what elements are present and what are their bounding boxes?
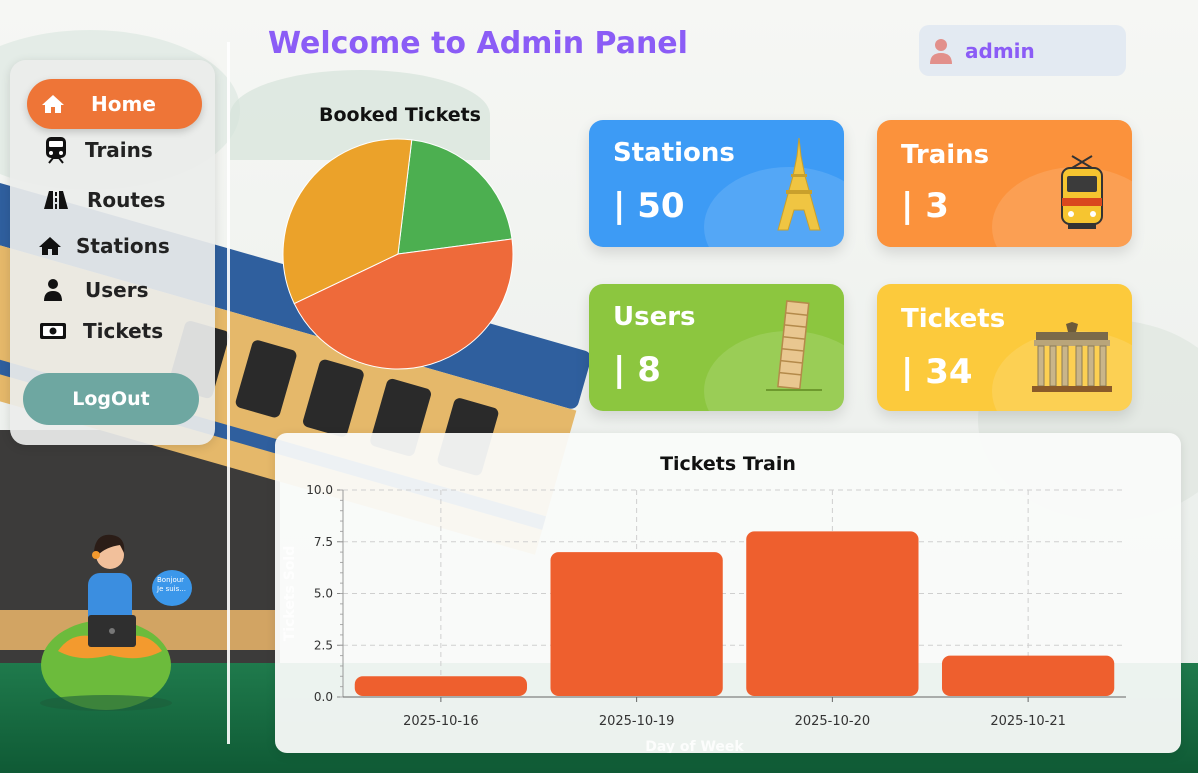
page-title: Welcome to Admin Panel (268, 26, 688, 61)
person-with-laptop-illustration (40, 534, 172, 711)
sidebar-item-label: Stations (76, 234, 170, 258)
sidebar-item-label: Trains (85, 138, 153, 162)
y-tick-label: 2.5 (314, 638, 333, 652)
brandenburg-gate-icon (1032, 322, 1112, 392)
booked-tickets-pie-chart (282, 138, 514, 370)
pisa-tower-icon (766, 300, 822, 391)
sidebar-item-routes[interactable]: Routes (43, 188, 165, 212)
sidebar-item-trains[interactable]: Trains (45, 136, 153, 164)
bar-2025-10-21[interactable] (941, 655, 1115, 696)
user-icon (930, 38, 952, 64)
users-card[interactable]: Users | 8 (589, 284, 844, 411)
x-axis-label: Day of Week (645, 739, 744, 753)
tickets-bar-chart: 0.0 2.5 5.0 7.5 10.0 2025-10-16 2025-10-19 2025… (282, 483, 1126, 753)
y-tick-label: 0.0 (314, 690, 333, 704)
card-label: Trains (901, 140, 990, 170)
y-axis-label: Tickets Sold (282, 546, 298, 642)
y-tick-label: 7.5 (314, 535, 333, 549)
stations-card[interactable]: Stations | 50 (589, 120, 844, 247)
chart-title: Tickets Train (660, 453, 796, 475)
home-icon (42, 95, 64, 113)
bar-2025-10-19[interactable] (550, 552, 723, 696)
tram-icon (1061, 155, 1103, 229)
bar-2025-10-16[interactable] (354, 676, 528, 696)
user-icon (44, 279, 62, 301)
road-icon (44, 191, 68, 209)
pie-slice-1[interactable] (293, 238, 514, 370)
trains-card[interactable]: Trains | 3 (877, 120, 1132, 247)
bar-2025-10-20[interactable] (746, 531, 919, 696)
sidebar-item-label: Routes (87, 188, 166, 212)
sidebar-item-stations[interactable]: Stations (38, 234, 170, 258)
x-tick-label: 2025-10-16 (403, 714, 479, 729)
station-icon (39, 237, 61, 255)
tickets-train-chart: Tickets Train 0.0 2.5 5.0 7.5 10.0 2025-10-16… (275, 433, 1181, 753)
greeting-bubble: Bonjour Je suis... (152, 570, 192, 606)
logout-button[interactable]: LogOut (23, 373, 199, 425)
card-value: | 34 (901, 352, 973, 392)
sidebar-item-label: Users (85, 278, 149, 302)
x-tick-label: 2025-10-20 (795, 714, 871, 729)
sidebar-item-label: Home (91, 92, 156, 116)
x-tick-label: 2025-10-19 (599, 714, 675, 729)
pie-slice-2[interactable] (282, 138, 413, 305)
bubble-line: Je suis... (157, 585, 186, 593)
x-tick-label: 2025-10-21 (990, 714, 1066, 729)
user-chip[interactable]: admin (919, 25, 1126, 76)
money-icon (40, 323, 66, 339)
sidebar: Home Trains Routes Stations User (10, 60, 215, 445)
bubble-line: Bonjour (157, 576, 185, 584)
pie-chart-title: Booked Tickets (319, 104, 481, 126)
sidebar-item-tickets[interactable]: Tickets (39, 319, 163, 343)
sidebar-item-home[interactable]: Home (27, 79, 202, 129)
y-tick-label: 5.0 (314, 587, 333, 601)
tickets-card[interactable]: Tickets | 34 (877, 284, 1132, 411)
card-value: | 3 (901, 186, 949, 226)
eiffel-tower-icon (777, 137, 821, 231)
train-icon (46, 137, 66, 164)
pie-slice-0[interactable] (397, 139, 513, 255)
sidebar-item-users[interactable]: Users (43, 278, 148, 302)
card-label: Stations (613, 138, 735, 168)
user-name: admin (965, 38, 1035, 63)
y-tick-label: 10.0 (306, 483, 333, 497)
card-label: Tickets (901, 304, 1006, 334)
card-value: | 50 (613, 186, 685, 226)
card-value: | 8 (613, 350, 661, 390)
card-label: Users (613, 302, 696, 332)
sidebar-item-label: Tickets (83, 319, 164, 343)
